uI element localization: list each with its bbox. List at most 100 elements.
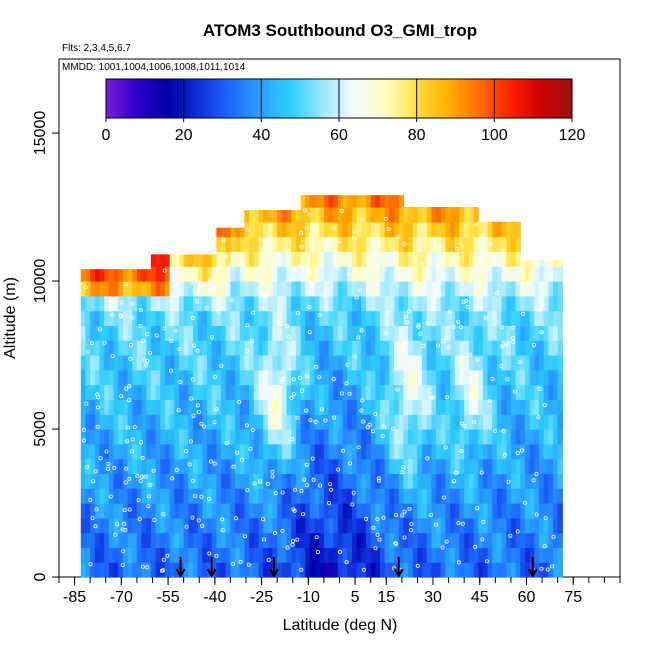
heat-cell [136, 517, 143, 534]
heat-cell [249, 488, 255, 504]
heat-cell [347, 195, 353, 208]
heat-cell [543, 443, 549, 460]
heat-cell [113, 532, 119, 548]
heat-cell [524, 260, 531, 267]
heat-cell [235, 369, 241, 386]
heat-cell [412, 236, 419, 252]
heat-cell [501, 310, 507, 326]
sample-point [299, 567, 304, 572]
heat-cell [249, 325, 255, 341]
heat-cell [244, 209, 250, 223]
heat-cell [319, 517, 325, 534]
heat-cell [258, 251, 264, 267]
heat-cell [464, 562, 470, 578]
heat-cell [127, 369, 133, 386]
heat-cell [118, 488, 124, 504]
sample-point [125, 439, 130, 444]
heat-cell [492, 399, 498, 415]
sample-point [317, 313, 322, 318]
sample-point [251, 310, 256, 315]
heat-cell [244, 547, 250, 563]
heat-cell [333, 281, 339, 297]
heat-cell [122, 340, 129, 356]
heat-cell [440, 251, 447, 267]
heat-cell [94, 517, 101, 534]
heat-cell [482, 369, 489, 386]
heat-cell [211, 429, 217, 445]
heat-cell [108, 295, 115, 312]
heat-cell [328, 547, 334, 563]
sample-point [376, 478, 381, 483]
sample-point [291, 392, 296, 397]
heat-cell [450, 251, 456, 267]
heat-cell [417, 221, 423, 238]
heat-cell [164, 325, 171, 341]
heat-cell [365, 266, 372, 282]
heat-cell [136, 488, 143, 504]
arrow-head [206, 568, 217, 579]
heat-cell [440, 473, 447, 489]
sample-point [246, 562, 251, 567]
sample-point [144, 363, 149, 368]
heat-cell [211, 517, 217, 534]
heat-cell [108, 340, 115, 356]
heat-cell [328, 221, 334, 238]
heat-cell [155, 340, 161, 356]
sample-point [407, 506, 412, 511]
heat-cell [431, 488, 437, 504]
heat-cell [492, 266, 498, 282]
heat-cell [300, 429, 306, 445]
heat-cell [342, 369, 348, 386]
heat-cell [529, 295, 535, 312]
heat-cell [478, 473, 484, 489]
heat-cell [342, 562, 348, 578]
heat-cell [309, 562, 316, 578]
heat-cell [473, 384, 479, 400]
heat-cell [450, 429, 456, 445]
heat-cell [431, 340, 437, 356]
heat-cell [412, 562, 419, 578]
heat-cell [127, 399, 133, 415]
heat-cell [141, 369, 147, 386]
sample-point [373, 546, 378, 551]
heat-cell [94, 488, 101, 504]
sample-point [128, 343, 133, 348]
heat-cell [487, 295, 493, 312]
heat-cell [253, 532, 260, 548]
sample-point [505, 377, 510, 382]
heat-cell [183, 399, 189, 415]
heat-cell [328, 295, 334, 312]
heat-cell [515, 251, 521, 267]
heat-cell [515, 369, 521, 386]
heat-cell [188, 266, 194, 282]
heat-cell [403, 340, 409, 356]
heat-cell [295, 399, 302, 415]
heat-cell [468, 443, 475, 460]
heat-cell [408, 488, 414, 504]
heat-cell [412, 443, 419, 460]
heat-cell [136, 562, 143, 578]
heat-cell [422, 488, 428, 504]
heat-cell [193, 325, 199, 341]
sample-point [536, 415, 541, 420]
heat-cell [487, 532, 493, 548]
heat-cell [454, 325, 461, 341]
heat-cell [361, 384, 367, 400]
heat-cell [552, 414, 559, 430]
heat-cell [258, 488, 264, 504]
heat-cell [351, 236, 358, 252]
heat-cell [99, 547, 105, 563]
heat-cell [361, 207, 367, 223]
heat-cell [487, 429, 493, 445]
heat-cell [347, 369, 353, 386]
heat-cell [361, 503, 367, 519]
sample-point [360, 217, 365, 222]
heat-cell [323, 532, 330, 548]
heat-cell [94, 355, 101, 371]
heat-cell [506, 355, 512, 371]
heat-cell [90, 325, 96, 341]
heat-cell [473, 532, 479, 548]
x-tick-label: -70 [110, 589, 133, 606]
heat-cell [277, 209, 283, 223]
sample-point [456, 560, 461, 565]
